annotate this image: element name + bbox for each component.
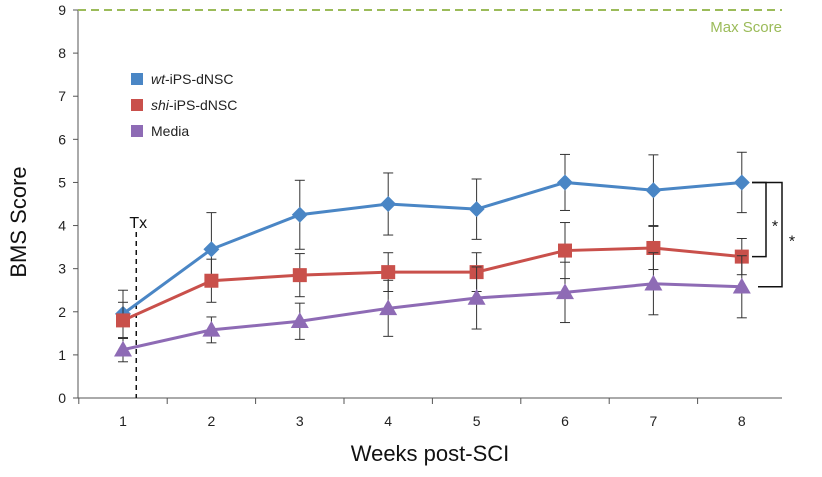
series-line xyxy=(122,246,742,322)
legend-label-text: -iPS-dNSC xyxy=(169,97,237,113)
x-tick-label: 2 xyxy=(208,413,216,429)
data-point-square xyxy=(292,268,307,283)
y-tick-label: 9 xyxy=(58,2,66,18)
y-axis-title: BMS Score xyxy=(6,166,31,277)
y-tick-label: 3 xyxy=(58,261,66,277)
x-tick-label: 3 xyxy=(296,413,304,429)
data-point-square xyxy=(558,243,572,258)
data-point-diamond xyxy=(645,182,662,199)
x-tick-label: 7 xyxy=(650,413,658,429)
significance-star: * xyxy=(789,234,795,251)
data-point-diamond xyxy=(557,174,573,191)
legend-label: Media xyxy=(151,123,189,139)
data-point-triangle xyxy=(114,340,132,357)
data-point-diamond xyxy=(380,196,397,212)
data-point-triangle xyxy=(644,274,663,291)
data-point-diamond xyxy=(291,206,308,223)
legend-label-italic: wt xyxy=(151,71,166,87)
x-axis-title: Weeks post-SCI xyxy=(351,441,510,466)
x-tick-label: 5 xyxy=(473,413,481,429)
data-point-diamond xyxy=(203,241,220,258)
series-line xyxy=(122,180,742,316)
series-media xyxy=(114,252,751,363)
significance-star: * xyxy=(772,219,778,236)
x-tick-label: 4 xyxy=(384,413,392,429)
x-tick-label: 1 xyxy=(119,413,127,429)
y-tick-label: 0 xyxy=(58,390,66,406)
x-tick-label: 6 xyxy=(561,413,569,429)
data-point-diamond xyxy=(468,201,485,218)
bracket-wt-media xyxy=(752,181,783,288)
legend-swatch xyxy=(131,73,143,85)
data-point-square xyxy=(204,273,219,288)
legend-label: wt-iPS-dNSC xyxy=(151,71,233,87)
legend-label: shi-iPS-dNSC xyxy=(151,97,237,113)
y-tick-label: 6 xyxy=(58,131,66,147)
legend-swatch xyxy=(131,99,143,111)
axes: 0 1 2 3 4 5 6 7 8 9 1 2 3 4 5 6 7 8 Weeks post-SCI BMS Scor… xyxy=(6,2,782,466)
data-point-square xyxy=(646,240,661,255)
data-point-triangle xyxy=(379,299,398,316)
plot-series xyxy=(114,151,751,363)
data-point-square xyxy=(116,313,130,328)
significance-brackets: ** xyxy=(752,181,795,288)
data-point-triangle xyxy=(467,288,486,305)
legend-label-italic: shi xyxy=(151,97,170,113)
y-tick-label: 4 xyxy=(58,218,66,234)
max-score-reference: Max Score xyxy=(78,9,782,36)
tx-label: Tx xyxy=(129,215,147,232)
y-tick-label: 7 xyxy=(58,88,66,104)
legend-swatch xyxy=(131,125,143,137)
data-point-square xyxy=(381,265,396,280)
series-line xyxy=(122,282,742,352)
bracket-wt-shi xyxy=(752,181,767,258)
data-point-triangle xyxy=(290,312,309,329)
legend-label-text: -iPS-dNSC xyxy=(165,71,233,87)
y-tick-label: 5 xyxy=(58,174,66,190)
y-tick-label: 8 xyxy=(58,45,66,61)
data-point-triangle xyxy=(732,277,751,294)
max-score-label: Max Score xyxy=(710,19,782,36)
x-tick-label: 8 xyxy=(738,413,746,429)
data-point-diamond xyxy=(733,174,750,191)
data-point-triangle xyxy=(556,283,574,300)
legend-label-text: Media xyxy=(151,123,189,139)
data-point-triangle xyxy=(202,320,221,337)
y-tick-label: 1 xyxy=(58,347,66,363)
y-tick-label: 2 xyxy=(58,304,66,320)
